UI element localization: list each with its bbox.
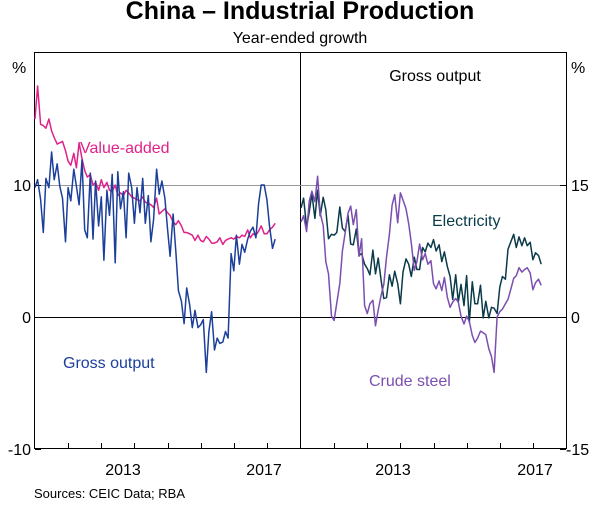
right-xtick-label: 2017 — [517, 462, 553, 479]
right-xtick-label: 2013 — [375, 462, 411, 479]
right-ytick-label: 0 — [571, 310, 580, 327]
label-crude-steel: Crude steel — [369, 373, 451, 390]
series-line-crude-steel — [300, 175, 542, 374]
label-value-added: Value-added — [80, 140, 170, 157]
chart-title: China – Industrial Production — [125, 0, 475, 25]
label-electricity: Electricity — [432, 213, 500, 230]
label-gross-output: Gross output — [63, 355, 155, 372]
left-xtick-label: 2017 — [246, 462, 282, 479]
series-lines — [34, 85, 542, 374]
series-line-value-added — [34, 85, 276, 246]
left-xtick-label: 2013 — [105, 462, 141, 479]
right-panel-title: Gross output — [389, 68, 481, 85]
left-ytick-label: 10 — [13, 178, 31, 195]
left-ytick-label: 0 — [22, 310, 31, 327]
axis-ticks — [35, 185, 566, 450]
right-ytick-label: 15 — [571, 178, 589, 195]
series-line-gross-output — [34, 151, 276, 374]
series-line-electricity — [300, 189, 542, 324]
right-ytick-label: -15 — [566, 442, 589, 459]
left-ytick-label: -10 — [8, 442, 31, 459]
right-axis-unit: % — [571, 60, 585, 77]
left-axis-unit: % — [12, 60, 26, 77]
source-note: Sources: CEIC Data; RBA — [34, 486, 185, 501]
chart-subtitle: Year-ended growth — [232, 30, 368, 47]
